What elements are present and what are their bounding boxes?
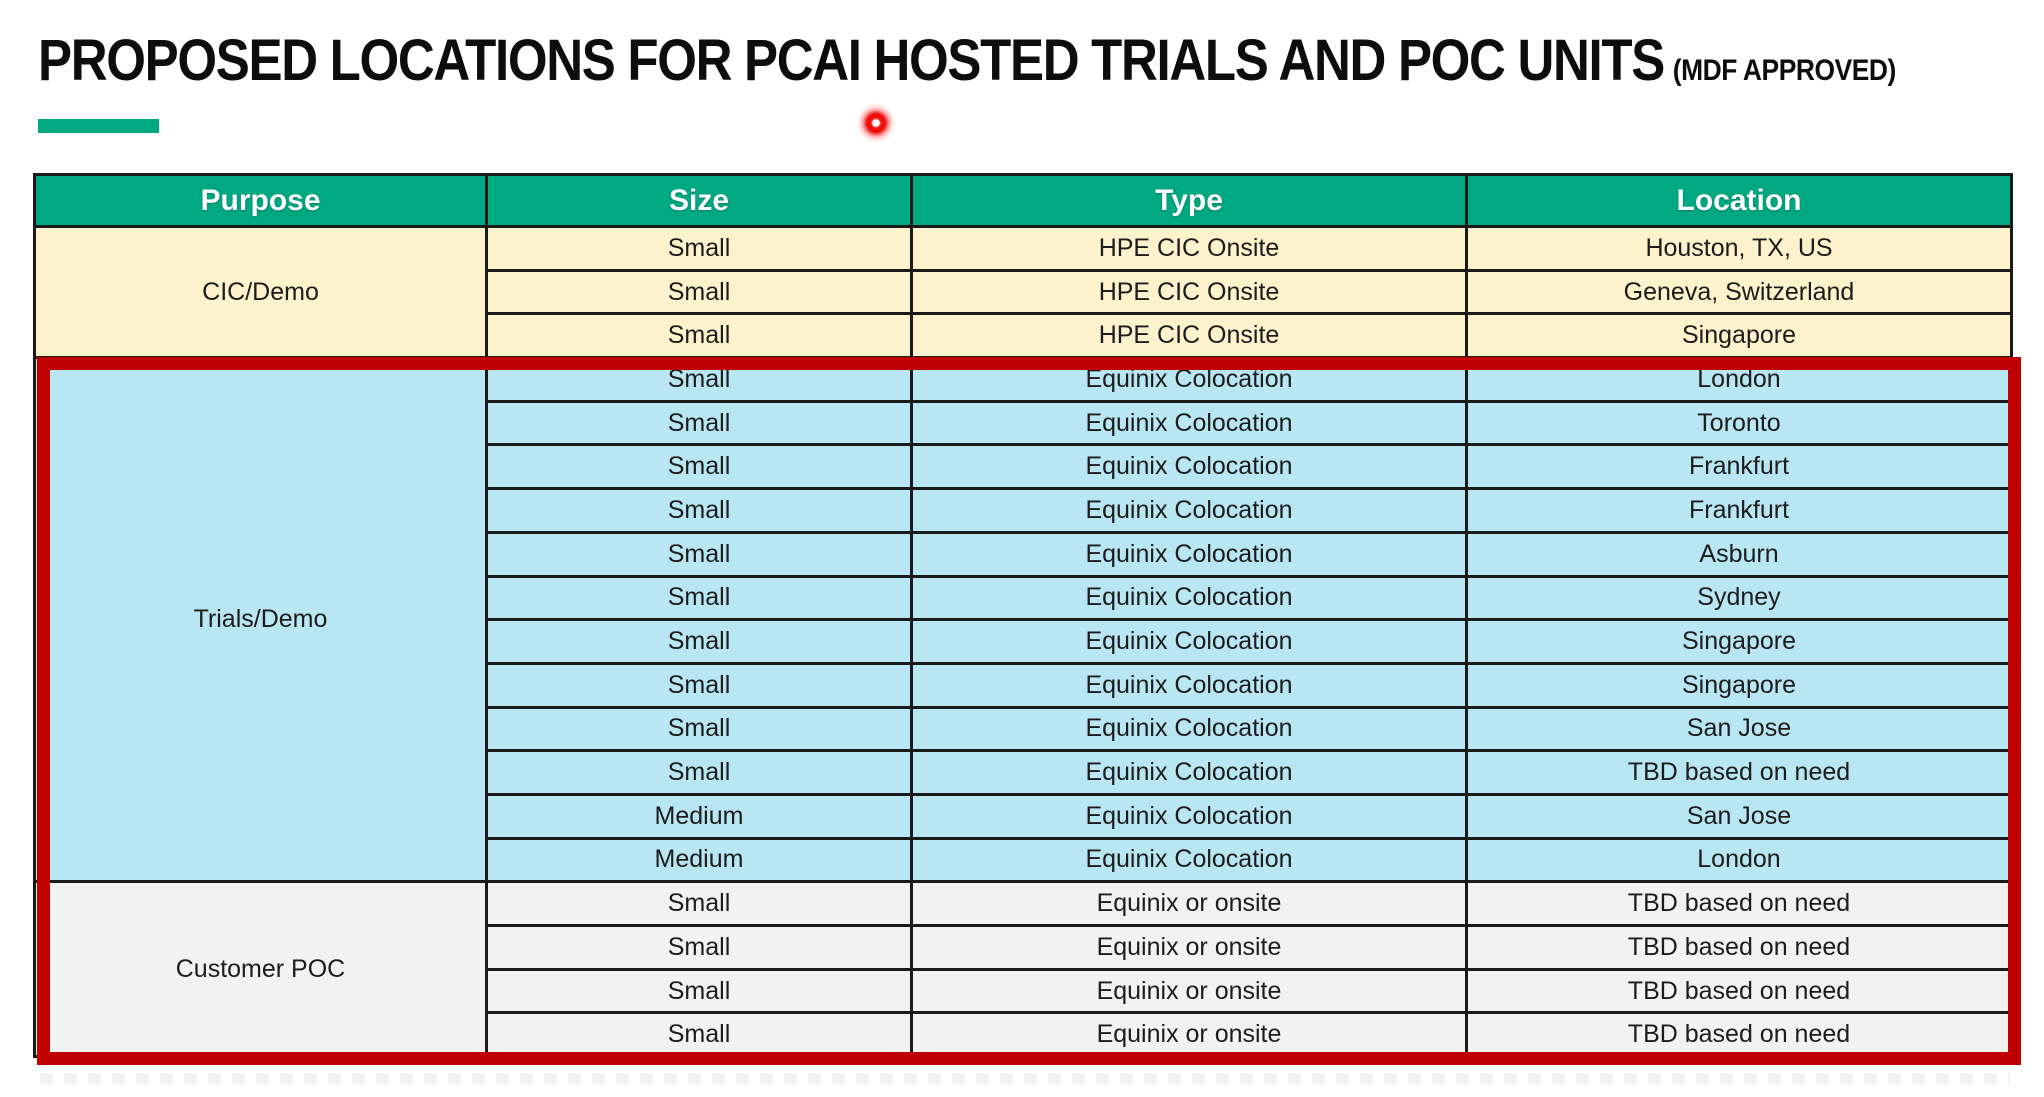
size-cell: Medium	[485, 836, 913, 884]
size-cell: Small	[485, 312, 913, 360]
title-accent-bar	[38, 119, 159, 133]
location-cell: London	[1465, 836, 2013, 884]
column-header-location: Location	[1465, 173, 2013, 228]
size-cell: Small	[485, 705, 913, 753]
size-cell: Small	[485, 399, 913, 447]
type-cell: Equinix Colocation	[910, 792, 1468, 840]
table-header-row: Purpose Size Type Location	[33, 173, 2013, 228]
location-cell: London	[1465, 356, 2013, 403]
size-cell: Small	[485, 225, 913, 272]
locations-table: Purpose Size Type Location CIC/Demo Small…	[33, 173, 2013, 1059]
type-cell: Equinix Colocation	[910, 661, 1468, 709]
location-cell: TBD based on need	[1465, 880, 2013, 927]
column-header-size: Size	[485, 173, 913, 228]
type-cell: Equinix Colocation	[910, 356, 1468, 403]
type-cell: Equinix or onsite	[910, 967, 1468, 1015]
size-cell: Small	[485, 924, 913, 971]
type-cell: HPE CIC Onsite	[910, 312, 1468, 360]
column-header-type: Type	[910, 173, 1468, 228]
location-cell: TBD based on need	[1465, 1011, 2013, 1059]
size-cell: Small	[485, 661, 913, 709]
size-cell: Small	[485, 1011, 913, 1059]
type-cell: Equinix or onsite	[910, 880, 1468, 927]
table-header: Purpose Size Type Location	[33, 173, 2013, 228]
table-row: Small Equinix or onsite TBD based on need	[34, 967, 2013, 1015]
location-cell: Singapore	[1465, 618, 2013, 665]
type-cell: Equinix Colocation	[910, 574, 1468, 622]
location-cell: TBD based on need	[1465, 924, 2013, 971]
table-row: Customer POC Small Equinix or onsite TBD ba…	[33, 880, 2013, 1059]
table-row: CIC/Demo Small HPE CIC Onsite Houston, TX, …	[33, 224, 2013, 360]
type-cell: Equinix Colocation	[910, 443, 1468, 491]
size-cell: Small	[485, 443, 913, 491]
table-row: Trials/Demo Small Equinix Colocation London	[33, 356, 2013, 884]
location-cell: Sydney	[1465, 574, 2013, 622]
page-title-text: PROPOSED LOCATIONS FOR PCAI HOSTED TRIAL…	[38, 28, 1665, 93]
table-row: Small HPE CIC Onsite Geneva, Switzerland	[34, 268, 2013, 316]
purpose-group-cell: CIC/Demo	[33, 224, 488, 360]
laser-pointer-dot	[856, 103, 896, 143]
page-title-suffix: (MDF APPROVED)	[1672, 54, 1897, 87]
type-cell: Equinix Colocation	[910, 487, 1468, 534]
table-row: Small Equinix Colocation Singapore	[34, 661, 2013, 709]
table-row: Small Equinix Colocation Frankfurt	[34, 443, 2013, 491]
type-cell: Equinix Colocation	[910, 618, 1468, 665]
table-row: Small HPE CIC Onsite Singapore	[34, 312, 2013, 360]
size-cell: Small	[485, 530, 913, 578]
type-cell: Equinix Colocation	[910, 836, 1468, 884]
table-row: Small Equinix Colocation Asburn	[34, 530, 2013, 578]
location-cell: Singapore	[1465, 661, 2013, 709]
table-row: Medium Equinix Colocation London	[34, 836, 2013, 884]
table-body: CIC/Demo Small HPE CIC Onsite Houston, TX, …	[33, 224, 2013, 1059]
location-cell: Frankfurt	[1465, 443, 2013, 491]
location-cell: Asburn	[1465, 530, 2013, 578]
size-cell: Medium	[485, 792, 913, 840]
type-cell: Equinix or onsite	[910, 924, 1468, 971]
page-title: PROPOSED LOCATIONS FOR PCAI HOSTED TRIAL…	[38, 28, 1896, 95]
location-cell: San Jose	[1465, 705, 2013, 753]
type-cell: HPE CIC Onsite	[910, 225, 1468, 272]
size-cell: Small	[485, 574, 913, 622]
type-cell: Equinix or onsite	[910, 1011, 1468, 1059]
location-cell: San Jose	[1465, 792, 2013, 840]
size-cell: Small	[485, 487, 913, 534]
location-cell: Houston, TX, US	[1465, 225, 2013, 272]
location-cell: Toronto	[1465, 399, 2013, 447]
location-cell: Geneva, Switzerland	[1465, 268, 2013, 316]
type-cell: Equinix Colocation	[910, 530, 1468, 578]
size-cell: Small	[485, 749, 913, 796]
location-cell: Frankfurt	[1465, 487, 2013, 534]
location-cell: TBD based on need	[1465, 749, 2013, 796]
size-cell: Small	[485, 268, 913, 316]
location-cell: Singapore	[1465, 312, 2013, 360]
purpose-group-cell: Customer POC	[33, 880, 488, 1059]
size-cell: Small	[485, 618, 913, 665]
column-header-purpose: Purpose	[33, 173, 488, 228]
type-cell: Equinix Colocation	[910, 705, 1468, 753]
purpose-group-cell: Trials/Demo	[33, 356, 488, 884]
type-cell: HPE CIC Onsite	[910, 268, 1468, 316]
watermark-artifact	[40, 1073, 2010, 1085]
size-cell: Small	[485, 967, 913, 1015]
location-cell: TBD based on need	[1465, 967, 2013, 1015]
type-cell: Equinix Colocation	[910, 749, 1468, 796]
size-cell: Small	[485, 880, 913, 927]
size-cell: Small	[485, 356, 913, 403]
type-cell: Equinix Colocation	[910, 399, 1468, 447]
